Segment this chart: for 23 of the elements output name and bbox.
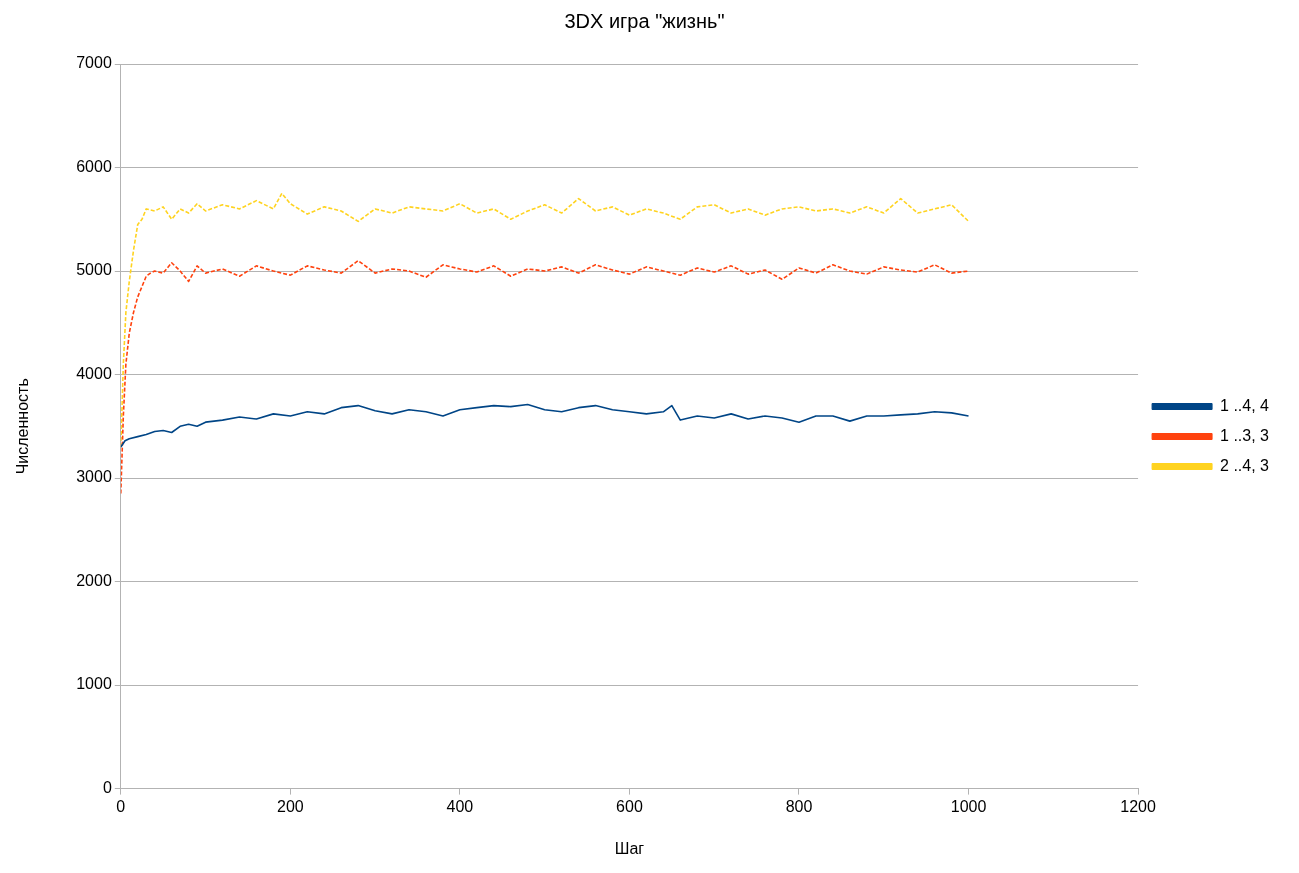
- x-tick-label: 800: [785, 797, 813, 815]
- x-axis-title: Шаг: [614, 839, 645, 857]
- y-tick-label: 0: [102, 779, 112, 797]
- y-tick-label: 6000: [76, 157, 112, 175]
- x-tick-label: 600: [616, 797, 643, 815]
- y-axis-title: Численность: [14, 378, 32, 475]
- x-tick-label: 1000: [950, 797, 987, 815]
- line-series: [120, 192, 970, 448]
- y-tick-label: 3000: [76, 468, 112, 486]
- x-tick-label: 0: [116, 797, 126, 815]
- y-tick-label: 5000: [76, 261, 112, 279]
- y-tick-label: 7000: [76, 54, 112, 72]
- x-tick-label: 200: [276, 797, 304, 815]
- legend-label: 2 ..4, 3: [1220, 456, 1270, 474]
- chart-title: 3DX игра "жизнь": [564, 9, 725, 32]
- legend-label: 1 ..4, 4: [1220, 396, 1270, 414]
- line-series: [120, 259, 970, 495]
- y-tick-label: 2000: [76, 571, 112, 589]
- x-tick-label: 400: [446, 797, 474, 815]
- y-tick-label: 4000: [76, 364, 112, 382]
- y-tick-label: 1000: [76, 675, 112, 693]
- legend-label: 1 ..3, 3: [1220, 426, 1270, 444]
- x-tick-label: 1200: [1120, 797, 1156, 815]
